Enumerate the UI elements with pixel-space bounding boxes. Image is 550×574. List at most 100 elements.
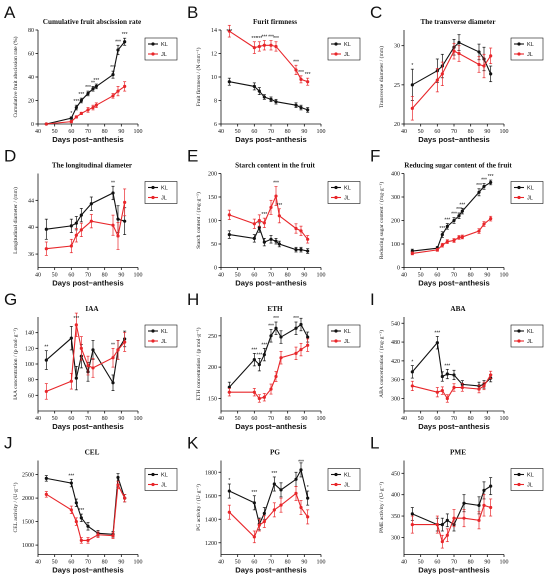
legend-marker-jl [151,339,155,343]
significance-mark: *** [488,174,494,180]
panel-f: F Reducing sugar content of the fruit 40 50… [370,147,544,288]
x-tick-label: 100 [134,129,143,135]
y-axis-label: IAA concentration / (p mol·g⁻¹) [12,328,19,400]
data-point-kl [440,374,444,379]
data-point-jl [94,103,98,107]
data-point-jl [462,516,466,520]
data-point-jl [86,108,90,112]
x-tick-label: 100 [500,273,509,279]
y-axis-label: Starch content / (mg·g⁻¹) [195,192,202,249]
data-point-jl [457,51,461,56]
y-tick-label: 60 [28,52,34,58]
data-point-kl [457,40,461,45]
data-point-jl [410,384,414,388]
panel-title: The longitudinal diameter [52,162,133,170]
x-tick-label: 100 [134,416,143,422]
significance-mark: *** [85,85,91,91]
data-point-jl [69,508,73,512]
panel-e: E Starch content in the fruit 40 50 60 70 80 90… [187,147,361,288]
panel-i: I ABA 40 50 60 70 80 90 100 300 360 420 480 540 Days p… [370,290,544,431]
significance-mark: *** [73,99,79,105]
data-point-kl [279,335,283,339]
y-tick-label: 200 [208,365,217,371]
data-point-jl [91,105,95,110]
significance-mark: *** [273,316,279,322]
x-tick-label: 50 [418,416,424,422]
data-point-kl [116,217,120,221]
series-line-jl [46,202,126,250]
significance-mark: *** [256,352,262,358]
significance-mark: *** [78,508,84,514]
legend-label-jl: JL [527,196,533,202]
y-tick-label: 400 [391,493,400,499]
significance-mark: *** [298,70,304,76]
legend-label-jl: JL [161,196,167,202]
data-point-jl [452,385,456,390]
data-point-jl [445,533,449,537]
x-tick-label: 60 [251,560,257,566]
y-axis-label: PME activity / (U·g⁻¹) [378,482,385,533]
x-tick-label: 80 [102,273,108,279]
y-axis-label: CEL activity / (U·g⁻¹) [12,482,19,532]
data-point-kl [227,233,231,237]
x-tick-label: 100 [317,129,326,135]
data-point-kl [252,236,256,240]
data-point-jl [262,221,266,225]
data-point-jl [96,533,100,537]
significance-mark: *** [444,218,450,224]
x-tick-label: 70 [268,560,274,566]
data-point-kl [410,83,414,87]
legend-label-kl: KL [161,186,168,192]
data-point-jl [252,535,256,539]
data-point-kl [91,87,95,91]
significance-mark: *** [481,178,487,184]
data-point-jl [269,43,273,47]
data-point-jl [44,389,48,394]
data-point-kl [262,95,266,99]
panel-letter: F [370,147,380,166]
data-point-kl [74,105,78,110]
data-point-jl [79,538,83,542]
data-point-kl [477,50,481,54]
x-tick-label: 90 [301,273,307,279]
data-point-kl [69,336,73,340]
series-line-jl [229,194,309,240]
x-tick-label: 70 [451,416,457,422]
data-point-jl [299,229,303,233]
legend-marker-kl [151,42,155,46]
y-tick-label: 44 [28,198,34,204]
panel-title: IAA [85,305,99,313]
data-point-kl [94,84,98,88]
significance-mark: * [411,63,413,69]
data-point-kl [482,488,486,493]
data-point-jl [440,72,444,76]
data-point-kl [489,180,493,185]
data-point-jl [489,54,493,58]
x-tick-label: 40 [35,560,41,566]
data-point-jl [279,503,283,507]
legend-label-kl: KL [161,329,168,335]
data-point-jl [79,111,83,116]
x-tick-label: 70 [85,560,91,566]
legend-marker-jl [517,482,521,487]
data-point-kl [306,108,310,112]
x-tick-label: 60 [251,129,257,135]
data-point-jl [440,389,444,393]
panel-title: PG [270,449,280,457]
y-tick-label: 1200 [205,541,217,547]
x-tick-label: 60 [434,129,440,135]
x-tick-label: 40 [35,273,41,279]
significance-mark: *** [115,39,121,45]
y-tick-label: 20 [394,122,400,128]
data-point-kl [262,240,266,244]
data-point-jl [299,505,303,510]
data-point-jl [457,235,461,240]
y-tick-label: 540 [391,321,400,327]
data-point-jl [269,205,273,209]
data-point-jl [477,387,481,391]
y-axis-label: Cumulative fruit abscission rate (%) [12,36,19,117]
panel-title: The transverse diameter [420,18,496,26]
x-tick-label: 70 [451,273,457,279]
panel-letter: C [370,3,382,22]
panel-title: Cumulative fruit abscission rate [43,18,141,26]
